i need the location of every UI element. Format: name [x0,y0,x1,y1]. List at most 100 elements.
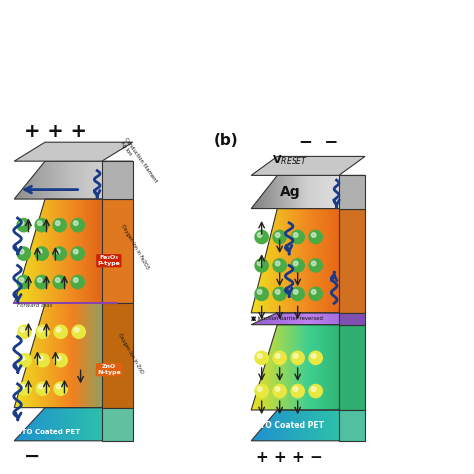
Circle shape [53,275,66,289]
Circle shape [293,290,298,294]
Circle shape [71,219,84,232]
Circle shape [257,261,262,266]
Circle shape [311,354,316,358]
Circle shape [293,261,298,266]
Circle shape [275,290,280,294]
Circle shape [72,325,85,338]
Text: ITO Coated PET: ITO Coated PET [19,428,80,435]
Circle shape [309,287,322,301]
Circle shape [255,351,268,365]
Circle shape [38,356,43,361]
Circle shape [311,261,316,266]
Circle shape [54,325,67,338]
Circle shape [17,219,30,232]
Circle shape [257,387,262,392]
Circle shape [73,278,78,283]
Circle shape [309,384,322,398]
Circle shape [293,233,298,237]
Text: ITO Coated PET: ITO Coated PET [257,421,324,430]
Circle shape [293,387,298,392]
Polygon shape [339,313,365,325]
Circle shape [255,259,268,272]
Circle shape [35,275,48,289]
Circle shape [17,275,30,289]
Text: Conduction filament
Ag Ion: Conduction filament Ag Ion [119,137,158,187]
Circle shape [311,290,316,294]
Circle shape [37,221,42,226]
Circle shape [291,287,304,301]
Circle shape [18,382,31,395]
Circle shape [255,287,268,301]
Polygon shape [102,303,133,408]
Text: −  −: − − [299,133,338,151]
Circle shape [291,384,304,398]
Text: −: − [24,447,40,466]
Circle shape [291,230,304,244]
Circle shape [37,249,42,254]
Text: ZnO
N-type: ZnO N-type [97,365,121,375]
Circle shape [20,328,25,332]
Text: (b): (b) [213,133,238,147]
Polygon shape [339,209,365,313]
Polygon shape [339,325,365,410]
Circle shape [35,247,48,260]
Text: + + +: + + + [24,122,87,141]
Polygon shape [339,410,365,441]
Circle shape [71,275,84,289]
Circle shape [273,351,286,365]
Circle shape [309,351,322,365]
Circle shape [273,287,286,301]
Circle shape [35,219,48,232]
Circle shape [56,356,61,361]
Circle shape [38,328,43,332]
Text: V$_{RESET}$: V$_{RESET}$ [273,154,309,167]
Polygon shape [14,142,133,161]
Circle shape [275,233,280,237]
Circle shape [20,384,25,389]
Circle shape [55,249,60,254]
Circle shape [275,354,280,358]
Circle shape [17,247,30,260]
Circle shape [20,356,25,361]
Circle shape [55,221,60,226]
Circle shape [275,387,280,392]
Circle shape [19,221,24,226]
Circle shape [257,290,262,294]
Polygon shape [251,156,365,175]
Text: Junction barrier reversed: Junction barrier reversed [257,316,323,321]
Circle shape [18,354,31,367]
Polygon shape [102,199,133,303]
Circle shape [291,259,304,272]
Circle shape [19,278,24,283]
Circle shape [54,382,67,395]
Circle shape [18,325,31,338]
Circle shape [273,384,286,398]
Text: Ag: Ag [280,185,301,199]
Circle shape [38,384,43,389]
Text: + + + −: + + + − [256,450,323,465]
Circle shape [56,384,61,389]
Text: Forward bias: Forward bias [17,303,52,308]
Circle shape [54,354,67,367]
Circle shape [257,354,262,358]
Circle shape [257,233,262,237]
Circle shape [36,382,49,395]
Circle shape [53,247,66,260]
Circle shape [309,230,322,244]
Circle shape [293,354,298,358]
Circle shape [273,230,286,244]
Circle shape [53,219,66,232]
Text: Oxygen Ion in Fe2O3: Oxygen Ion in Fe2O3 [120,223,150,270]
Circle shape [19,249,24,254]
Circle shape [37,278,42,283]
Circle shape [74,328,79,332]
Circle shape [71,247,84,260]
Polygon shape [102,161,133,199]
Circle shape [55,278,60,283]
Circle shape [56,328,61,332]
Circle shape [36,325,49,338]
Circle shape [255,384,268,398]
Circle shape [73,249,78,254]
Circle shape [311,387,316,392]
Polygon shape [339,175,365,209]
